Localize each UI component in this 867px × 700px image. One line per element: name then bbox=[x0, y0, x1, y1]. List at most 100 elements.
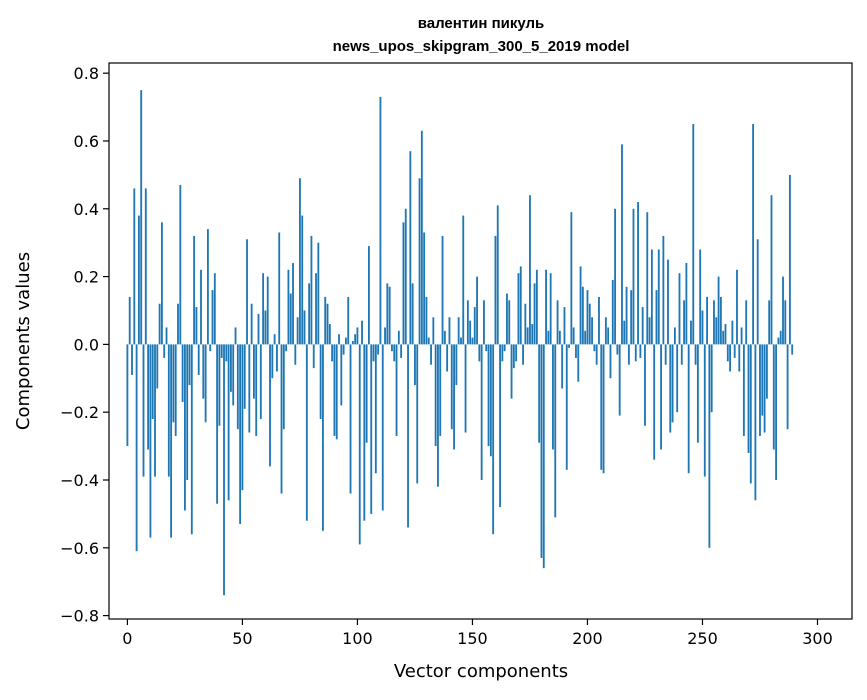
bar-219 bbox=[630, 290, 633, 345]
bar-168 bbox=[512, 344, 515, 369]
bar-287 bbox=[786, 344, 789, 430]
bar-70 bbox=[287, 269, 290, 345]
bar-61 bbox=[266, 276, 269, 345]
bar-11 bbox=[151, 344, 154, 419]
chart-title-line-1: валентин пикуль bbox=[418, 15, 545, 32]
bar-45 bbox=[230, 344, 232, 392]
bar-36 bbox=[209, 344, 212, 352]
bar-161 bbox=[496, 205, 499, 345]
bar-12 bbox=[154, 344, 156, 477]
bar-108 bbox=[374, 344, 377, 474]
bar-90 bbox=[333, 344, 336, 436]
bar-125 bbox=[414, 344, 416, 386]
bar-265 bbox=[736, 269, 738, 345]
bar-138 bbox=[443, 330, 446, 345]
bar-103 bbox=[363, 344, 366, 521]
bar-101 bbox=[358, 344, 361, 545]
bar-193 bbox=[570, 212, 573, 345]
bar-150 bbox=[471, 337, 474, 345]
bar-120 bbox=[402, 222, 405, 345]
bar-216 bbox=[623, 320, 626, 345]
bar-73 bbox=[294, 344, 297, 365]
bar-92 bbox=[338, 334, 340, 345]
bar-13 bbox=[156, 344, 159, 389]
bar-137 bbox=[441, 235, 444, 345]
bar-84 bbox=[319, 344, 322, 419]
bar-217 bbox=[625, 286, 628, 345]
bar-115 bbox=[391, 344, 393, 352]
bar-133 bbox=[432, 317, 435, 345]
bar-19 bbox=[170, 344, 173, 538]
bar-173 bbox=[524, 303, 527, 345]
bar-46 bbox=[232, 344, 235, 406]
bar-8 bbox=[144, 188, 147, 345]
bar-15 bbox=[160, 222, 163, 345]
bar-142 bbox=[453, 344, 455, 450]
bar-229 bbox=[653, 344, 656, 460]
bar-240 bbox=[678, 273, 681, 345]
x-tick-label-250: 250 bbox=[687, 629, 718, 648]
bar-186 bbox=[554, 344, 557, 518]
bar-262 bbox=[729, 344, 731, 372]
bar-0 bbox=[126, 344, 129, 447]
bar-241 bbox=[680, 344, 683, 365]
bar-239 bbox=[676, 344, 679, 413]
bar-99 bbox=[354, 334, 357, 345]
bar-74 bbox=[296, 317, 299, 345]
bar-179 bbox=[538, 344, 541, 443]
bar-274 bbox=[756, 239, 759, 345]
bar-195 bbox=[575, 344, 577, 358]
bar-174 bbox=[526, 327, 529, 345]
bar-106 bbox=[370, 344, 373, 514]
bar-22 bbox=[177, 303, 179, 345]
bar-66 bbox=[278, 232, 281, 345]
bar-76 bbox=[301, 215, 304, 345]
bar-97 bbox=[349, 344, 352, 494]
bar-135 bbox=[437, 344, 439, 487]
bar-261 bbox=[726, 344, 729, 362]
bar-136 bbox=[439, 344, 442, 436]
bar-176 bbox=[531, 324, 534, 345]
bar-124 bbox=[411, 283, 414, 345]
bar-153 bbox=[478, 344, 481, 362]
bar-181 bbox=[542, 344, 545, 569]
bar-64 bbox=[273, 334, 276, 345]
bar-128 bbox=[420, 130, 423, 345]
bar-5 bbox=[137, 215, 140, 345]
bar-143 bbox=[455, 344, 458, 386]
x-tick-label-300: 300 bbox=[802, 629, 833, 648]
bar-227 bbox=[648, 317, 651, 345]
bar-175 bbox=[529, 195, 531, 345]
x-tick-label-200: 200 bbox=[572, 629, 603, 648]
bar-78 bbox=[305, 344, 308, 521]
bar-248 bbox=[696, 344, 699, 443]
bar-156 bbox=[485, 344, 488, 352]
bar-82 bbox=[315, 273, 317, 345]
bar-275 bbox=[759, 344, 761, 436]
bar-238 bbox=[673, 327, 676, 345]
bar-24 bbox=[181, 344, 184, 403]
bar-80 bbox=[310, 235, 313, 345]
bar-44 bbox=[227, 344, 230, 501]
bar-63 bbox=[271, 344, 274, 379]
bar-40 bbox=[218, 344, 221, 426]
bar-89 bbox=[331, 344, 334, 362]
bar-65 bbox=[276, 344, 278, 372]
bar-194 bbox=[572, 327, 575, 345]
bar-214 bbox=[618, 344, 621, 416]
bar-87 bbox=[326, 303, 329, 345]
bar-269 bbox=[745, 300, 748, 345]
bar-55 bbox=[253, 344, 255, 399]
bar-152 bbox=[476, 276, 478, 345]
y-tick-label-4: 0.0 bbox=[74, 335, 99, 354]
bar-129 bbox=[423, 232, 426, 345]
bar-85 bbox=[322, 344, 324, 531]
bar-7 bbox=[142, 344, 145, 477]
bar-29 bbox=[193, 235, 196, 345]
y-tick-label-1: −0.6 bbox=[60, 539, 99, 558]
bar-169 bbox=[515, 344, 518, 362]
bar-81 bbox=[312, 344, 315, 369]
bar-228 bbox=[650, 249, 653, 345]
bar-86 bbox=[324, 296, 327, 345]
